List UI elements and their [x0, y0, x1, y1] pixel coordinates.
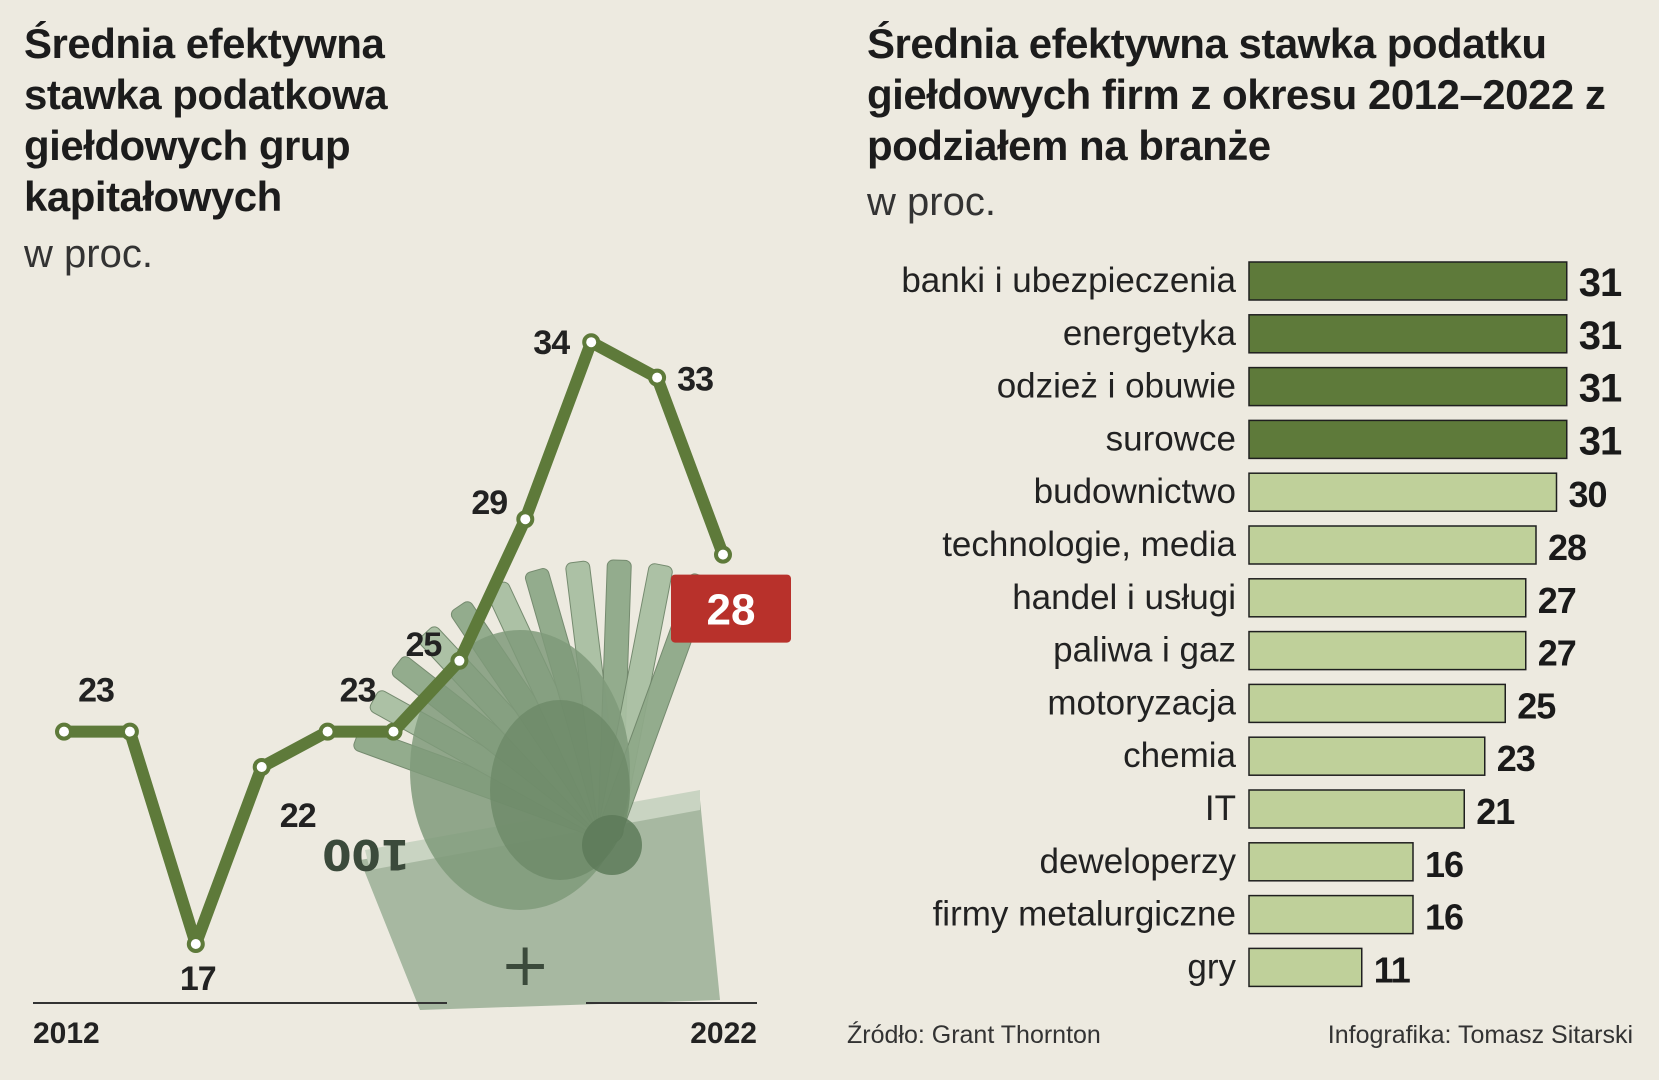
bar: [1248, 842, 1414, 882]
bar: [1248, 947, 1363, 988]
line-series: 23 17 22 23 25 29 34 33 28: [55, 324, 791, 998]
bar-category-label: handel i usługi: [1012, 578, 1236, 617]
bar-category-label: chemia: [1123, 736, 1236, 775]
line-point: [384, 722, 403, 741]
bar-value-label: 21: [1476, 791, 1515, 832]
bar: [1248, 736, 1486, 776]
bar: [1248, 630, 1527, 671]
bar: [1248, 683, 1506, 724]
line-value-label: 23: [78, 672, 114, 710]
bar: [1248, 789, 1465, 829]
bar: [1248, 472, 1558, 512]
line-point: [714, 545, 732, 564]
bar: [1248, 366, 1568, 407]
bar-category-label: banki i ubezpieczenia: [901, 261, 1236, 300]
line-chart-unit: w proc.: [24, 232, 153, 276]
bar-value-label: 16: [1425, 897, 1463, 938]
bar-series: banki i ubezpieczenia 31 energetyka 31 odzie…: [901, 261, 1623, 990]
bar-category-label: gry: [1187, 947, 1236, 986]
x-axis-start-label: 2012: [33, 1017, 100, 1050]
line-value-label: 33: [677, 361, 713, 399]
highlight-box: [671, 574, 791, 643]
bar-category-label: motoryzacja: [1047, 683, 1236, 722]
line-value-label: 28: [707, 586, 756, 635]
bar-value-label: 31: [1579, 314, 1622, 358]
line-value-label: 23: [340, 672, 376, 710]
line-point: [120, 722, 139, 741]
line-point: [318, 722, 337, 741]
bar-value-label: 23: [1497, 738, 1535, 779]
bar: [1248, 419, 1568, 460]
bar: [1248, 578, 1527, 618]
bar-chart-title: Średnia efektywna stawka podatku giełdow…: [867, 20, 1606, 169]
bar-category-label: technologie, media: [942, 525, 1236, 564]
bar: [1248, 261, 1568, 301]
line-point: [582, 333, 601, 352]
banknote-cross: +: [500, 930, 550, 1000]
footer-credit: Infografika: Tomasz Sitarski: [1328, 1021, 1633, 1049]
x-axis-end-label: 2022: [690, 1017, 757, 1050]
line-value-label: 25: [405, 626, 441, 664]
bar-category-label: deweloperzy: [1040, 842, 1237, 881]
banknote-illustration: 100 +: [322, 559, 720, 1010]
bar-value-label: 31: [1579, 367, 1622, 411]
line-value-label: 29: [471, 484, 507, 522]
bar-value-label: 30: [1569, 474, 1607, 515]
bar-category-label: IT: [1205, 789, 1236, 828]
line-point: [648, 368, 667, 387]
bar-category-label: paliwa i gaz: [1053, 631, 1236, 670]
bar-value-label: 27: [1538, 633, 1576, 674]
bar-value-label: 16: [1425, 844, 1463, 885]
bar-value-label: 31: [1579, 419, 1622, 463]
line-point: [252, 758, 271, 776]
line-point: [516, 510, 535, 529]
bar: [1248, 894, 1414, 935]
bar-value-label: 28: [1548, 527, 1586, 568]
bar: [1248, 314, 1568, 354]
line-value-label: 34: [533, 324, 570, 362]
bar-category-label: energetyka: [1063, 314, 1237, 353]
bar-category-label: firmy metalurgiczne: [933, 895, 1236, 934]
banknote-denomination: 100: [322, 830, 410, 879]
bar: [1248, 525, 1537, 565]
bar-category-label: odzież i obuwie: [997, 367, 1236, 406]
bar-value-label: 11: [1374, 949, 1411, 990]
line-value-label: 17: [180, 960, 216, 998]
line-value-label: 22: [280, 797, 316, 835]
bar-value-label: 31: [1579, 261, 1622, 305]
line-point: [55, 722, 73, 741]
bar-category-label: surowce: [1106, 419, 1236, 458]
bar-chart-unit: w proc.: [867, 180, 996, 224]
line-chart-title: Średnia efektywna stawka podatkowa giełd…: [24, 20, 388, 220]
line-point: [186, 935, 205, 953]
bar-value-label: 27: [1538, 580, 1576, 621]
line-point: [450, 651, 469, 670]
bar-value-label: 25: [1517, 685, 1556, 726]
bar-category-label: budownictwo: [1034, 472, 1236, 511]
footer-source: Źródło: Grant Thornton: [847, 1020, 1101, 1049]
